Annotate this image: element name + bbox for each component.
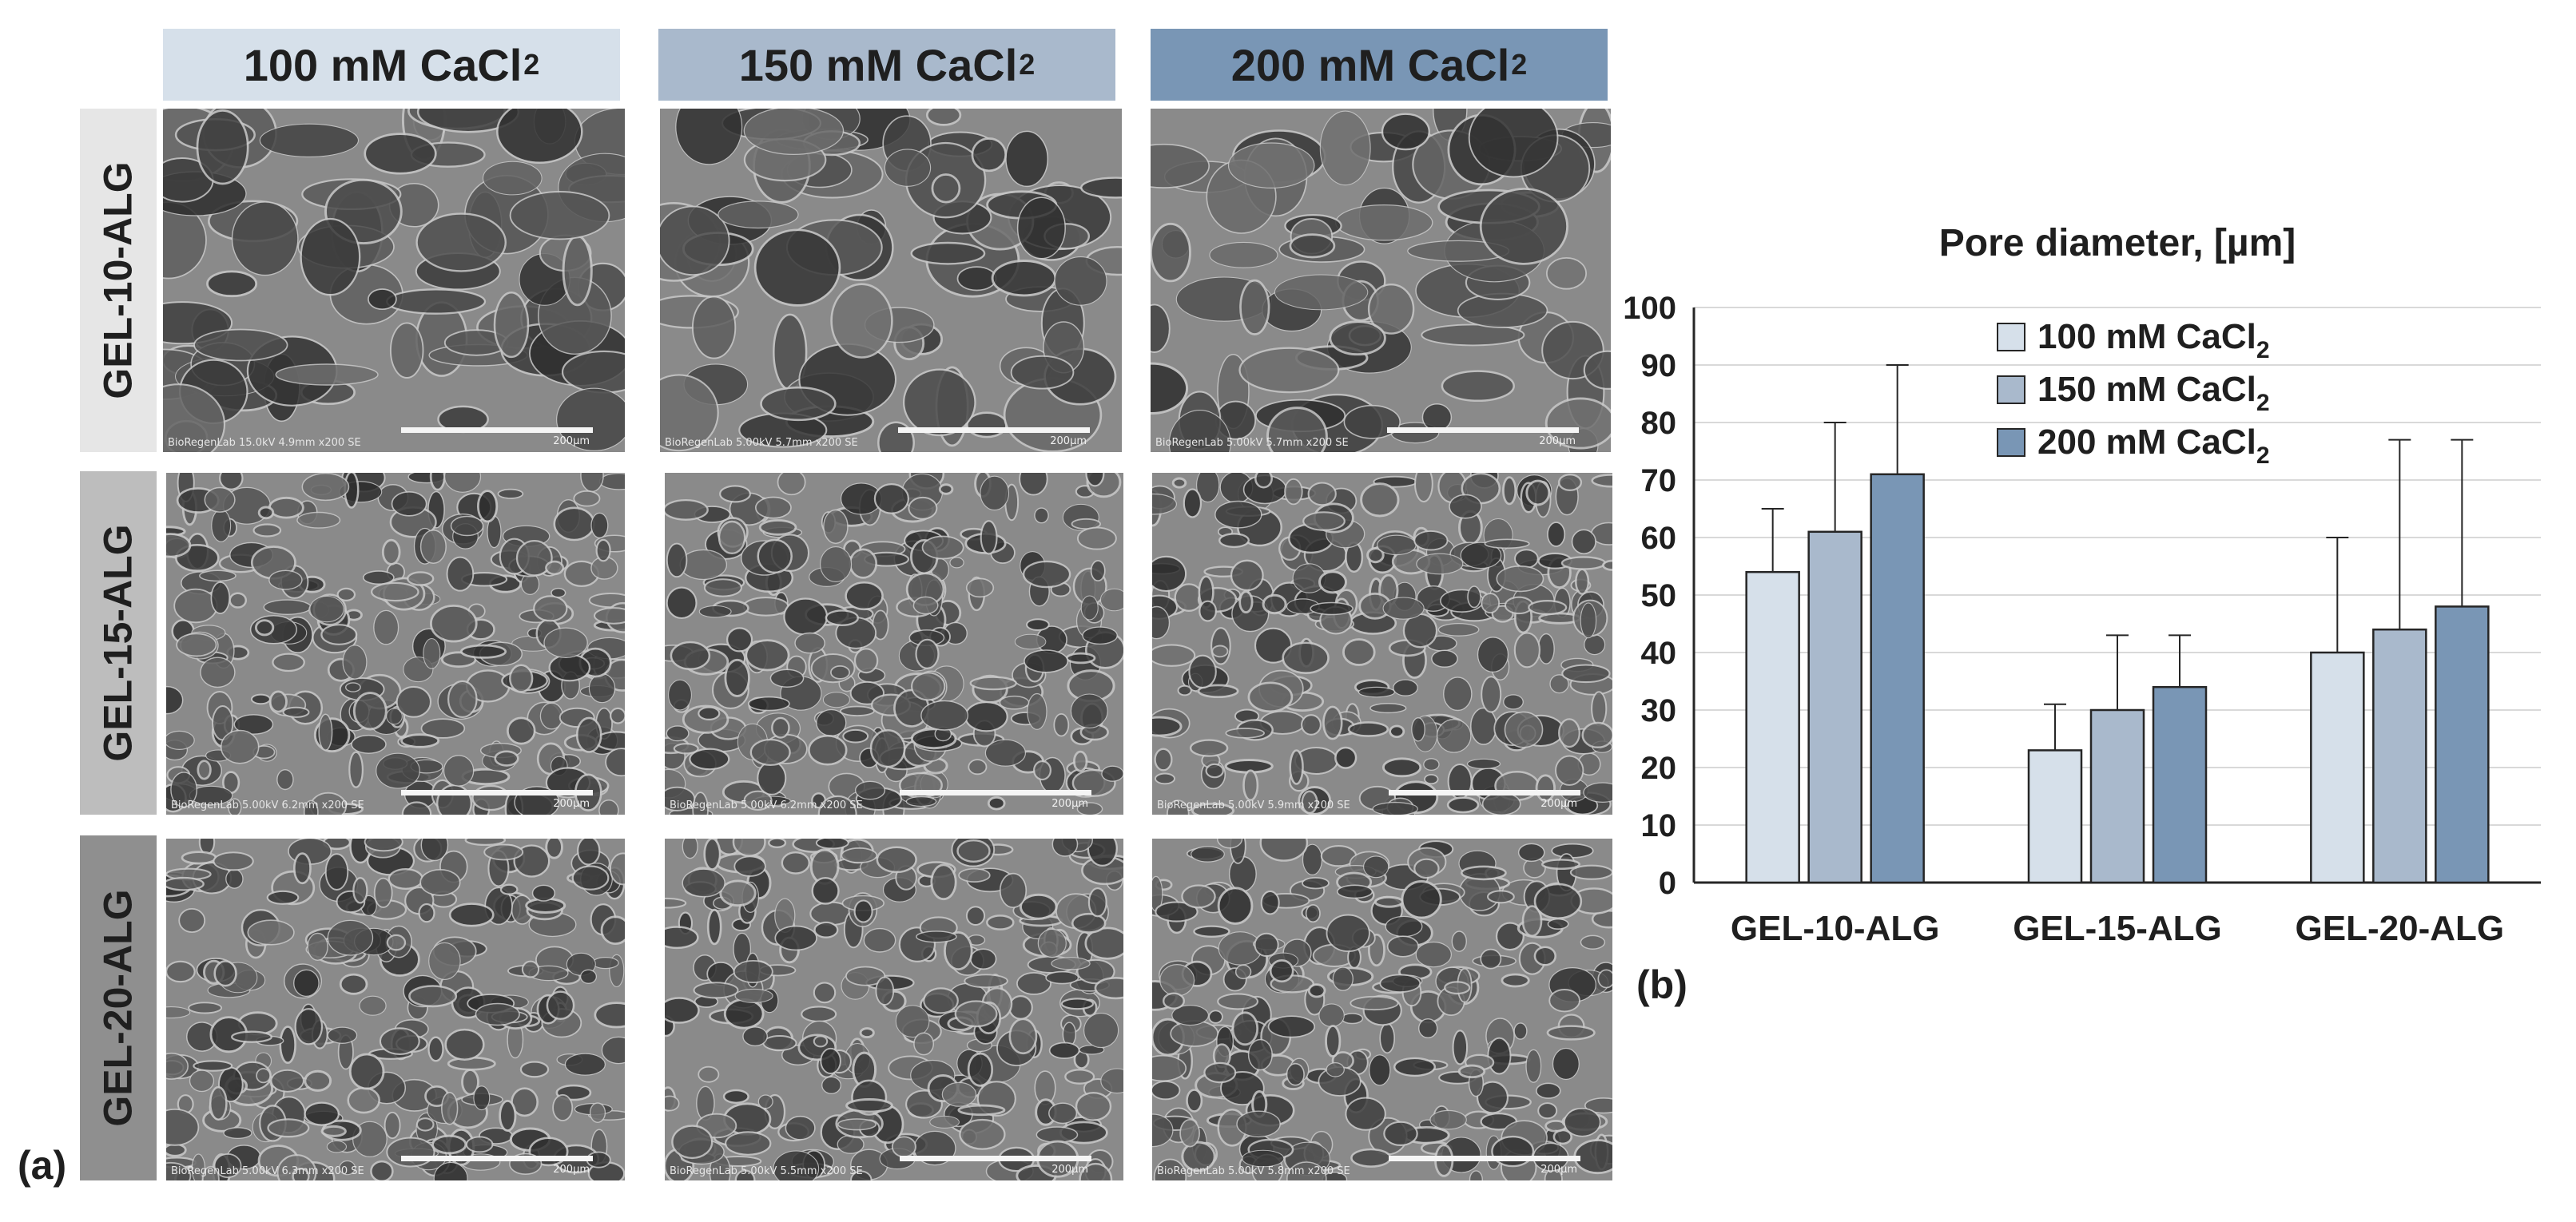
scale-label: 200µm bbox=[1051, 1164, 1088, 1176]
sem-metadata: BioRegenLab 5.00kV 5.7mm x200 SE bbox=[665, 437, 858, 449]
row-header-text: GEL-20-ALG bbox=[96, 889, 141, 1127]
row-header-gel-20-alg: GEL-20-ALG bbox=[80, 835, 157, 1180]
y-tick-label: 80 bbox=[1641, 406, 1677, 441]
col-header-150mm: 150 mM CaCl 2 bbox=[655, 26, 1119, 104]
sem-metadata: BioRegenLab 5.00kV 5.7mm x200 SE bbox=[1155, 437, 1349, 449]
col-header-text: 150 mM CaCl bbox=[738, 39, 1018, 90]
x-tick-label: GEL-10-ALG bbox=[1731, 909, 1940, 948]
sem-texture bbox=[1152, 839, 1612, 1180]
panel-label-a: (a) bbox=[18, 1143, 67, 1188]
sem-texture bbox=[1152, 473, 1612, 815]
scale-label: 200µm bbox=[553, 798, 590, 810]
sem-metadata: BioRegenLab 5.00kV 5.9mm x200 SE bbox=[1157, 799, 1350, 811]
scale-label: 200µm bbox=[1540, 1164, 1577, 1176]
legend-label: 100 mM CaCl2 bbox=[2037, 317, 2270, 363]
row-header-text: GEL-10-ALG bbox=[96, 161, 141, 399]
bar bbox=[1807, 530, 1862, 884]
bar bbox=[1745, 570, 1800, 884]
y-tick-label: 10 bbox=[1641, 808, 1677, 843]
scale-label: 200µm bbox=[553, 1164, 590, 1176]
scale-bar bbox=[401, 1156, 593, 1161]
sem-texture bbox=[166, 473, 625, 815]
y-tick-label: 0 bbox=[1659, 866, 1676, 901]
sem-texture bbox=[660, 109, 1122, 452]
legend-swatch bbox=[1997, 428, 2025, 457]
x-tick-label: GEL-20-ALG bbox=[2296, 909, 2505, 948]
row-header-gel-10-alg: GEL-10-ALG bbox=[80, 109, 157, 452]
row-header-gel-15-alg: GEL-15-ALG bbox=[80, 471, 157, 815]
sem-texture bbox=[1151, 109, 1611, 452]
legend-label-subscript: 2 bbox=[2256, 442, 2270, 469]
legend-label: 200 mM CaCl2 bbox=[2037, 423, 2270, 469]
legend-label-subscript: 2 bbox=[2256, 337, 2270, 363]
sem-metadata: BioRegenLab 5.00kV 5.8mm x200 SE bbox=[1157, 1165, 1350, 1177]
scale-bar bbox=[1389, 1156, 1580, 1161]
col-header-200mm: 200 mM CaCl 2 bbox=[1147, 26, 1611, 104]
scale-bar bbox=[401, 790, 593, 795]
bar bbox=[2152, 685, 2208, 884]
scale-bar bbox=[1387, 427, 1579, 433]
scale-label: 200µm bbox=[1540, 798, 1577, 810]
sem-metadata: BioRegenLab 5.00kV 5.5mm x200 SE bbox=[670, 1165, 863, 1177]
scale-bar bbox=[900, 790, 1091, 795]
y-tick-label: 20 bbox=[1641, 751, 1677, 786]
sem-image-r2c1: 200µm BioRegenLab 5.00kV 6.2mm x200 SE bbox=[166, 473, 625, 815]
sem-texture bbox=[166, 839, 625, 1180]
col-header-subscript: 2 bbox=[1019, 48, 1036, 81]
row-header-text: GEL-15-ALG bbox=[96, 524, 141, 762]
sem-image-r1c1: 200µm BioRegenLab 15.0kV 4.9mm x200 SE bbox=[163, 109, 625, 452]
sem-image-r2c3: 200µm BioRegenLab 5.00kV 5.9mm x200 SE bbox=[1152, 473, 1612, 815]
y-tick-label: 70 bbox=[1641, 463, 1677, 498]
col-header-text: 200 mM CaCl bbox=[1230, 39, 1510, 90]
panel-label-b: (b) bbox=[1636, 962, 1688, 1007]
scale-bar bbox=[898, 427, 1090, 433]
col-header-subscript: 2 bbox=[523, 48, 540, 81]
bar bbox=[2435, 605, 2490, 884]
y-tick-label: 60 bbox=[1641, 521, 1677, 556]
sem-texture bbox=[665, 839, 1123, 1180]
sem-image-r1c2: 200µm BioRegenLab 5.00kV 5.7mm x200 SE bbox=[660, 109, 1122, 452]
sem-texture bbox=[163, 109, 625, 452]
sem-metadata: BioRegenLab 5.00kV 6.3mm x200 SE bbox=[171, 1165, 364, 1177]
chart-title: Pore diameter, [µm] bbox=[1939, 222, 2296, 264]
bar bbox=[2027, 749, 2083, 884]
sem-image-r3c2: 200µm BioRegenLab 5.00kV 5.5mm x200 SE bbox=[665, 839, 1123, 1180]
y-tick-label: 50 bbox=[1641, 578, 1677, 613]
sem-image-r2c2: 200µm BioRegenLab 5.00kV 6.2mm x200 SE bbox=[665, 473, 1123, 815]
bar bbox=[2372, 628, 2427, 884]
bar bbox=[2089, 708, 2145, 884]
sem-texture bbox=[665, 473, 1123, 815]
legend-label-subscript: 2 bbox=[2256, 390, 2270, 416]
pore-diameter-chart: Pore diameter, [µm] 0 10 20 30 40 50 60 70 80 90 10… bbox=[1623, 222, 2541, 948]
sem-image-r3c3: 200µm BioRegenLab 5.00kV 5.8mm x200 SE bbox=[1152, 839, 1612, 1180]
scale-label: 200µm bbox=[1051, 798, 1088, 810]
legend-swatch bbox=[1997, 375, 2025, 404]
scale-label: 200µm bbox=[553, 435, 590, 447]
sem-metadata: BioRegenLab 15.0kV 4.9mm x200 SE bbox=[168, 437, 361, 449]
legend-swatch bbox=[1997, 323, 2025, 351]
scale-label: 200µm bbox=[1539, 435, 1576, 447]
bar bbox=[2310, 651, 2365, 884]
sem-image-r1c3: 200µm BioRegenLab 5.00kV 5.7mm x200 SE bbox=[1151, 109, 1611, 452]
col-header-100mm: 100 mM CaCl 2 bbox=[160, 26, 623, 104]
col-header-text: 100 mM CaCl bbox=[243, 39, 523, 90]
legend-label: 150 mM CaCl2 bbox=[2037, 370, 2270, 416]
y-tick-label: 30 bbox=[1641, 693, 1677, 728]
sem-metadata: BioRegenLab 5.00kV 6.2mm x200 SE bbox=[171, 799, 364, 811]
scale-bar bbox=[900, 1156, 1091, 1161]
y-tick-label: 40 bbox=[1641, 636, 1677, 671]
scale-label: 200µm bbox=[1050, 435, 1087, 447]
sem-image-r3c1: 200µm BioRegenLab 5.00kV 6.3mm x200 SE bbox=[166, 839, 625, 1180]
bar bbox=[1870, 473, 1925, 884]
x-tick-label: GEL-15-ALG bbox=[2013, 909, 2222, 948]
y-tick-label: 90 bbox=[1641, 348, 1677, 383]
scale-bar bbox=[1389, 790, 1580, 795]
col-header-subscript: 2 bbox=[1511, 48, 1528, 81]
y-tick-label: 100 bbox=[1623, 291, 1676, 326]
sem-metadata: BioRegenLab 5.00kV 6.2mm x200 SE bbox=[670, 799, 863, 811]
scale-bar bbox=[401, 427, 593, 433]
